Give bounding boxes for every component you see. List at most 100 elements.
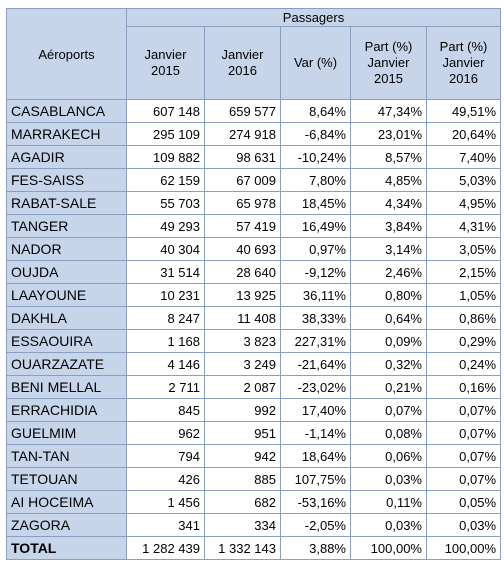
jan2015-value: 341 xyxy=(126,513,205,537)
jan2016-value: 942 xyxy=(204,444,281,468)
jan2016-value: 992 xyxy=(204,398,281,422)
jan2015-value: 845 xyxy=(126,398,205,422)
table-row: TAN-TAN 794 942 18,64% 0,06% 0,07% xyxy=(6,444,502,468)
variation-value: 36,11% xyxy=(280,283,351,307)
col-header-share2016: Part (%) Janvier 2016 xyxy=(425,26,502,100)
jan2015-value: 962 xyxy=(126,421,205,445)
airport-name: NADOR xyxy=(6,237,127,261)
jan2016-value: 334 xyxy=(204,513,281,537)
share2015-value: 0,11% xyxy=(350,490,427,514)
airport-name: TAN-TAN xyxy=(6,444,127,468)
share2016-value: 0,07% xyxy=(425,398,502,422)
variation-value: -1,14% xyxy=(280,421,351,445)
jan2015-value: 49 293 xyxy=(126,214,205,238)
share2015-value: 8,57% xyxy=(350,145,427,169)
table-row: RABAT-SALE 55 703 65 978 18,45% 4,34% 4,95% xyxy=(6,191,502,215)
jan2015-value: 8 247 xyxy=(126,306,205,330)
share2015-value: 0,08% xyxy=(350,421,427,445)
table-body: CASABLANCA 607 148 659 577 8,64% 47,34% 49,51… xyxy=(6,99,502,537)
jan2016-value: 67 009 xyxy=(204,168,281,192)
share2015-value: 0,09% xyxy=(350,329,427,353)
share2016-value: 5,03% xyxy=(425,168,502,192)
airport-name: CASABLANCA xyxy=(6,99,127,123)
share2016-value: 49,51% xyxy=(425,99,502,123)
jan2015-value: 607 148 xyxy=(126,99,205,123)
share2015-value: 0,80% xyxy=(350,283,427,307)
share2016-value: 7,40% xyxy=(425,145,502,169)
share2015-value: 3,14% xyxy=(350,237,427,261)
table-row: DAKHLA 8 247 11 408 38,33% 0,64% 0,86% xyxy=(6,306,502,330)
table-row: ESSAOUIRA 1 168 3 823 227,31% 0,09% 0,29% xyxy=(6,329,502,353)
table-row: FES-SAISS 62 159 67 009 7,80% 4,85% 5,03% xyxy=(6,168,502,192)
airport-name: MARRAKECH xyxy=(6,122,127,146)
share2015-value: 2,46% xyxy=(350,260,427,284)
variation-value: -6,84% xyxy=(280,122,351,146)
table-row: OUARZAZATE 4 146 3 249 -21,64% 0,32% 0,24% xyxy=(6,352,502,376)
share2015-value: 23,01% xyxy=(350,122,427,146)
airport-name: LAAYOUNE xyxy=(6,283,127,307)
total-share2015: 100,00% xyxy=(350,536,427,560)
jan2016-value: 2 087 xyxy=(204,375,281,399)
airport-name: ERRACHIDIA xyxy=(6,398,127,422)
jan2015-value: 55 703 xyxy=(126,191,205,215)
jan2015-value: 4 146 xyxy=(126,352,205,376)
share2016-value: 0,07% xyxy=(425,467,502,491)
variation-value: 16,49% xyxy=(280,214,351,238)
jan2015-value: 109 882 xyxy=(126,145,205,169)
variation-value: 17,40% xyxy=(280,398,351,422)
airport-name: DAKHLA xyxy=(6,306,127,330)
share2015-value: 47,34% xyxy=(350,99,427,123)
table-row: TANGER 49 293 57 419 16,49% 3,84% 4,31% xyxy=(6,214,502,238)
share2016-value: 20,64% xyxy=(425,122,502,146)
table-row: LAAYOUNE 10 231 13 925 36,11% 0,80% 1,05% xyxy=(6,283,502,307)
share2015-value: 0,03% xyxy=(350,467,427,491)
share2016-value: 0,16% xyxy=(425,375,502,399)
variation-value: 18,45% xyxy=(280,191,351,215)
share2016-value: 1,05% xyxy=(425,283,502,307)
jan2016-value: 274 918 xyxy=(204,122,281,146)
share2016-value: 0,05% xyxy=(425,490,502,514)
share2015-value: 0,07% xyxy=(350,398,427,422)
variation-value: -53,16% xyxy=(280,490,351,514)
total-jan2015: 1 282 439 xyxy=(126,536,205,560)
jan2016-value: 682 xyxy=(204,490,281,514)
variation-value: -2,05% xyxy=(280,513,351,537)
variation-value: -21,64% xyxy=(280,352,351,376)
table-row: OUJDA 31 514 28 640 -9,12% 2,46% 2,15% xyxy=(6,260,502,284)
variation-value: -23,02% xyxy=(280,375,351,399)
airports-header: Aéroports xyxy=(6,8,127,100)
variation-value: 8,64% xyxy=(280,99,351,123)
col-header-jan2015: Janvier 2015 xyxy=(126,26,205,100)
share2016-value: 3,05% xyxy=(425,237,502,261)
share2015-value: 0,64% xyxy=(350,306,427,330)
share2016-value: 2,15% xyxy=(425,260,502,284)
jan2016-value: 11 408 xyxy=(204,306,281,330)
table-row: CASABLANCA 607 148 659 577 8,64% 47,34% 49,51… xyxy=(6,99,502,123)
variation-value: 107,75% xyxy=(280,467,351,491)
jan2015-value: 40 304 xyxy=(126,237,205,261)
total-var: 3,88% xyxy=(280,536,351,560)
share2016-value: 4,95% xyxy=(425,191,502,215)
table-row: AGADIR 109 882 98 631 -10,24% 8,57% 7,40% xyxy=(6,145,502,169)
jan2016-value: 40 693 xyxy=(204,237,281,261)
table-row: NADOR 40 304 40 693 0,97% 3,14% 3,05% xyxy=(6,237,502,261)
table-row: MARRAKECH 295 109 274 918 -6,84% 23,01% 20,64… xyxy=(6,122,502,146)
share2016-value: 0,29% xyxy=(425,329,502,353)
jan2016-value: 65 978 xyxy=(204,191,281,215)
table-row: ZAGORA 341 334 -2,05% 0,03% 0,03% xyxy=(6,513,502,537)
share2016-value: 0,86% xyxy=(425,306,502,330)
jan2015-value: 794 xyxy=(126,444,205,468)
jan2016-value: 951 xyxy=(204,421,281,445)
jan2015-value: 62 159 xyxy=(126,168,205,192)
airport-name: TANGER xyxy=(6,214,127,238)
share2016-value: 0,24% xyxy=(425,352,502,376)
share2015-value: 4,85% xyxy=(350,168,427,192)
total-jan2016: 1 332 143 xyxy=(204,536,281,560)
variation-value: 227,31% xyxy=(280,329,351,353)
jan2016-value: 885 xyxy=(204,467,281,491)
jan2016-value: 98 631 xyxy=(204,145,281,169)
variation-value: -10,24% xyxy=(280,145,351,169)
total-label: TOTAL xyxy=(6,536,127,560)
jan2016-value: 57 419 xyxy=(204,214,281,238)
share2016-value: 0,07% xyxy=(425,444,502,468)
